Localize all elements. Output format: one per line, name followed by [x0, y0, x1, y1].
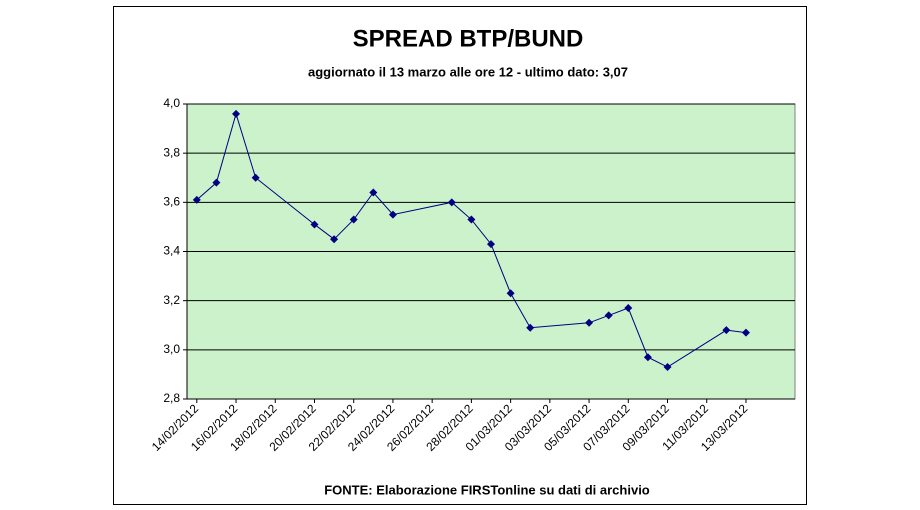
data-point: [369, 188, 378, 197]
data-point: [330, 235, 339, 244]
data-point: [722, 326, 731, 335]
y-tick-label: 2,8: [163, 391, 180, 405]
y-tick-label: 3,8: [163, 145, 180, 159]
data-point: [604, 311, 613, 320]
data-point: [232, 109, 241, 118]
data-point: [585, 318, 594, 327]
data-point: [251, 173, 260, 182]
y-tick-label: 4,0: [163, 96, 180, 110]
data-point: [192, 195, 201, 204]
data-point: [349, 215, 358, 224]
data-point: [624, 304, 633, 313]
data-point: [447, 198, 456, 207]
source-note: FONTE: Elaborazione FIRSTonline su dati …: [324, 482, 650, 497]
chart-title: SPREAD BTP/BUND: [353, 25, 584, 52]
y-tick-label: 3,6: [163, 195, 180, 209]
y-tick-label: 3,2: [163, 293, 180, 307]
data-point: [467, 215, 476, 224]
data-point: [663, 363, 672, 372]
chart-subtitle: aggiornato il 13 marzo alle ore 12 - ult…: [308, 64, 628, 79]
data-point: [643, 353, 652, 362]
y-tick-label: 3,0: [163, 342, 180, 356]
y-tick-label: 3,4: [163, 244, 180, 258]
data-point: [388, 210, 397, 219]
data-point: [526, 323, 535, 332]
data-point: [310, 220, 319, 229]
data-point: [506, 289, 515, 298]
data-point: [487, 240, 495, 249]
data-point: [741, 328, 750, 337]
data-point: [212, 178, 221, 187]
